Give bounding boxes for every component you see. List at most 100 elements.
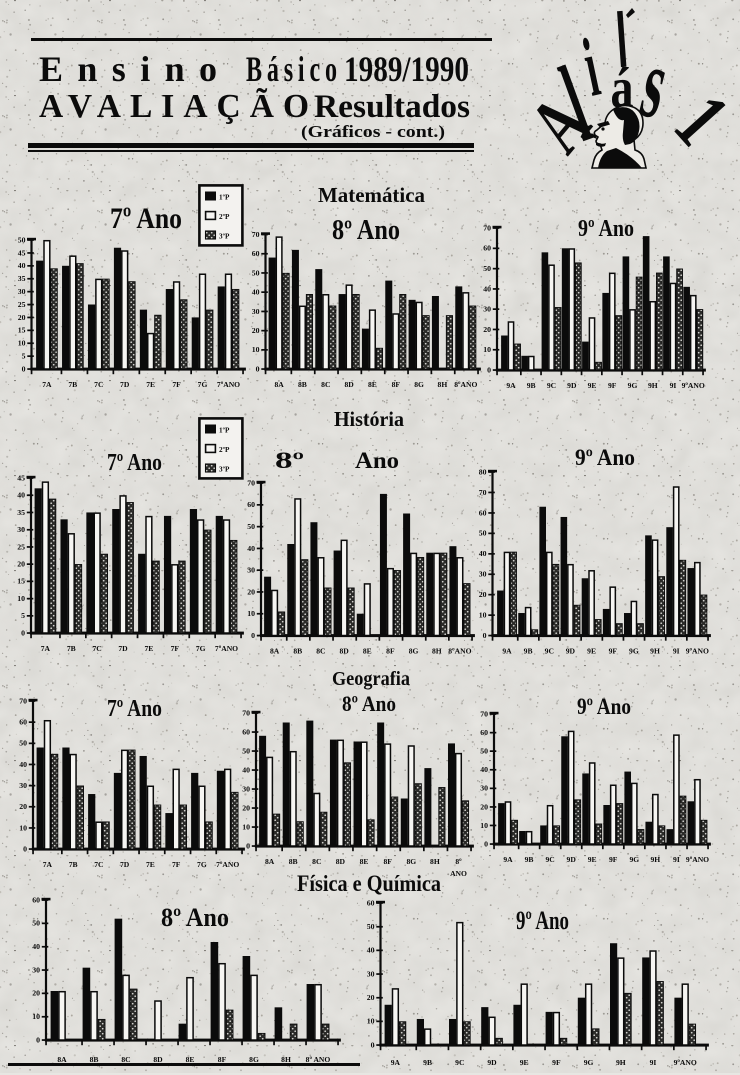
svg-text:20: 20 xyxy=(480,802,488,811)
svg-text:50: 50 xyxy=(242,746,250,755)
svg-text:9F: 9F xyxy=(609,647,618,656)
svg-text:3ºP: 3ºP xyxy=(219,233,230,241)
svg-text:8B: 8B xyxy=(90,1055,99,1064)
svg-text:20: 20 xyxy=(17,560,25,569)
svg-text:9C: 9C xyxy=(547,381,556,390)
svg-text:7F: 7F xyxy=(171,644,180,653)
svg-text:60: 60 xyxy=(247,500,255,509)
svg-text:9F: 9F xyxy=(609,855,618,864)
svg-text:9H: 9H xyxy=(648,381,658,390)
svg-text:9G: 9G xyxy=(629,855,639,864)
svg-text:0: 0 xyxy=(246,841,250,850)
svg-text:8A: 8A xyxy=(274,380,284,389)
svg-text:70: 70 xyxy=(483,223,491,232)
svg-text:Resultados: Resultados xyxy=(314,89,470,125)
svg-text:70: 70 xyxy=(252,230,260,239)
svg-text:15: 15 xyxy=(17,577,25,586)
svg-text:50: 50 xyxy=(32,919,40,928)
svg-text:7D: 7D xyxy=(120,860,130,869)
svg-text:20: 20 xyxy=(367,993,375,1002)
svg-text:9G: 9G xyxy=(584,1058,594,1067)
svg-text:40: 40 xyxy=(479,549,487,558)
svg-text:8E: 8E xyxy=(360,857,369,866)
svg-text:7B: 7B xyxy=(67,644,76,653)
svg-text:7E: 7E xyxy=(144,644,153,653)
svg-text:9ºANO: 9ºANO xyxy=(674,1058,697,1067)
svg-text:30: 30 xyxy=(17,525,25,534)
svg-text:8A: 8A xyxy=(270,647,280,656)
svg-text:8B: 8B xyxy=(289,857,298,866)
svg-text:30: 30 xyxy=(252,307,260,316)
svg-text:30: 30 xyxy=(367,969,375,978)
svg-text:40: 40 xyxy=(252,288,260,297)
svg-text:70: 70 xyxy=(242,708,250,717)
svg-text:9ºANO: 9ºANO xyxy=(686,855,709,864)
svg-text:7A: 7A xyxy=(42,380,52,389)
svg-text:9º Ano: 9º Ano xyxy=(575,445,635,470)
svg-text:0: 0 xyxy=(23,844,27,853)
svg-text:20: 20 xyxy=(483,325,491,334)
svg-text:AVALIAÇÃO: AVALIAÇÃO xyxy=(39,88,309,125)
svg-text:20: 20 xyxy=(479,590,487,599)
svg-text:0: 0 xyxy=(22,364,26,373)
svg-text:0: 0 xyxy=(21,628,25,637)
svg-text:15: 15 xyxy=(18,326,26,335)
svg-text:70: 70 xyxy=(480,709,488,718)
svg-text:2ºP: 2ºP xyxy=(219,213,230,221)
svg-text:60: 60 xyxy=(19,718,27,727)
svg-text:7G: 7G xyxy=(198,380,208,389)
svg-text:8E: 8E xyxy=(363,647,372,656)
svg-text:9H: 9H xyxy=(616,1058,626,1067)
svg-text:8G: 8G xyxy=(406,857,416,866)
svg-text:10: 10 xyxy=(479,611,487,620)
svg-text:8A: 8A xyxy=(57,1055,67,1064)
svg-text:7C: 7C xyxy=(94,860,103,869)
svg-text:9D: 9D xyxy=(487,1058,497,1067)
svg-text:9I: 9I xyxy=(673,647,680,656)
svg-text:9º Ano: 9º Ano xyxy=(577,694,631,719)
svg-text:8C: 8C xyxy=(316,647,325,656)
svg-text:8F: 8F xyxy=(383,857,392,866)
svg-text:10: 10 xyxy=(242,822,250,831)
svg-text:8H: 8H xyxy=(438,380,448,389)
svg-text:8ºANO: 8ºANO xyxy=(454,380,477,389)
svg-text:7C: 7C xyxy=(94,380,103,389)
svg-text:50: 50 xyxy=(19,739,27,748)
svg-text:8C: 8C xyxy=(321,380,330,389)
svg-text:7D: 7D xyxy=(120,380,130,389)
svg-text:7E: 7E xyxy=(146,860,155,869)
svg-text:7A: 7A xyxy=(43,860,53,869)
svg-text:9G: 9G xyxy=(628,381,638,390)
svg-text:8E: 8E xyxy=(368,380,377,389)
svg-text:Matemática: Matemática xyxy=(318,183,425,207)
svg-text:9º Ano: 9º Ano xyxy=(516,906,569,935)
svg-text:50: 50 xyxy=(480,747,488,756)
svg-text:8H: 8H xyxy=(281,1055,291,1064)
svg-text:8F: 8F xyxy=(218,1055,227,1064)
svg-text:7G: 7G xyxy=(197,860,207,869)
svg-text:8º: 8º xyxy=(455,857,462,866)
svg-text:0: 0 xyxy=(251,631,255,640)
svg-text:7C: 7C xyxy=(92,644,101,653)
svg-text:9C: 9C xyxy=(545,855,554,864)
svg-text:9I: 9I xyxy=(650,1058,657,1067)
svg-text:25: 25 xyxy=(18,300,26,309)
svg-text:7F: 7F xyxy=(172,380,181,389)
svg-text:(Gráficos - cont.): (Gráficos - cont.) xyxy=(301,122,445,141)
svg-text:10: 10 xyxy=(252,345,260,354)
svg-text:30: 30 xyxy=(247,566,255,575)
svg-text:8A: 8A xyxy=(265,857,275,866)
svg-text:10: 10 xyxy=(32,1012,40,1021)
svg-text:7G: 7G xyxy=(196,644,206,653)
svg-text:8C: 8C xyxy=(312,857,321,866)
svg-text:B á s i c o: B á s i c o xyxy=(246,49,337,89)
svg-text:30: 30 xyxy=(479,570,487,579)
svg-text:8G: 8G xyxy=(414,380,424,389)
svg-text:8C: 8C xyxy=(121,1055,130,1064)
svg-text:20: 20 xyxy=(32,989,40,998)
svg-text:40: 40 xyxy=(17,491,25,500)
svg-text:20: 20 xyxy=(252,326,260,335)
svg-text:30: 30 xyxy=(18,287,26,296)
svg-text:50: 50 xyxy=(479,529,487,538)
svg-text:30: 30 xyxy=(483,305,491,314)
